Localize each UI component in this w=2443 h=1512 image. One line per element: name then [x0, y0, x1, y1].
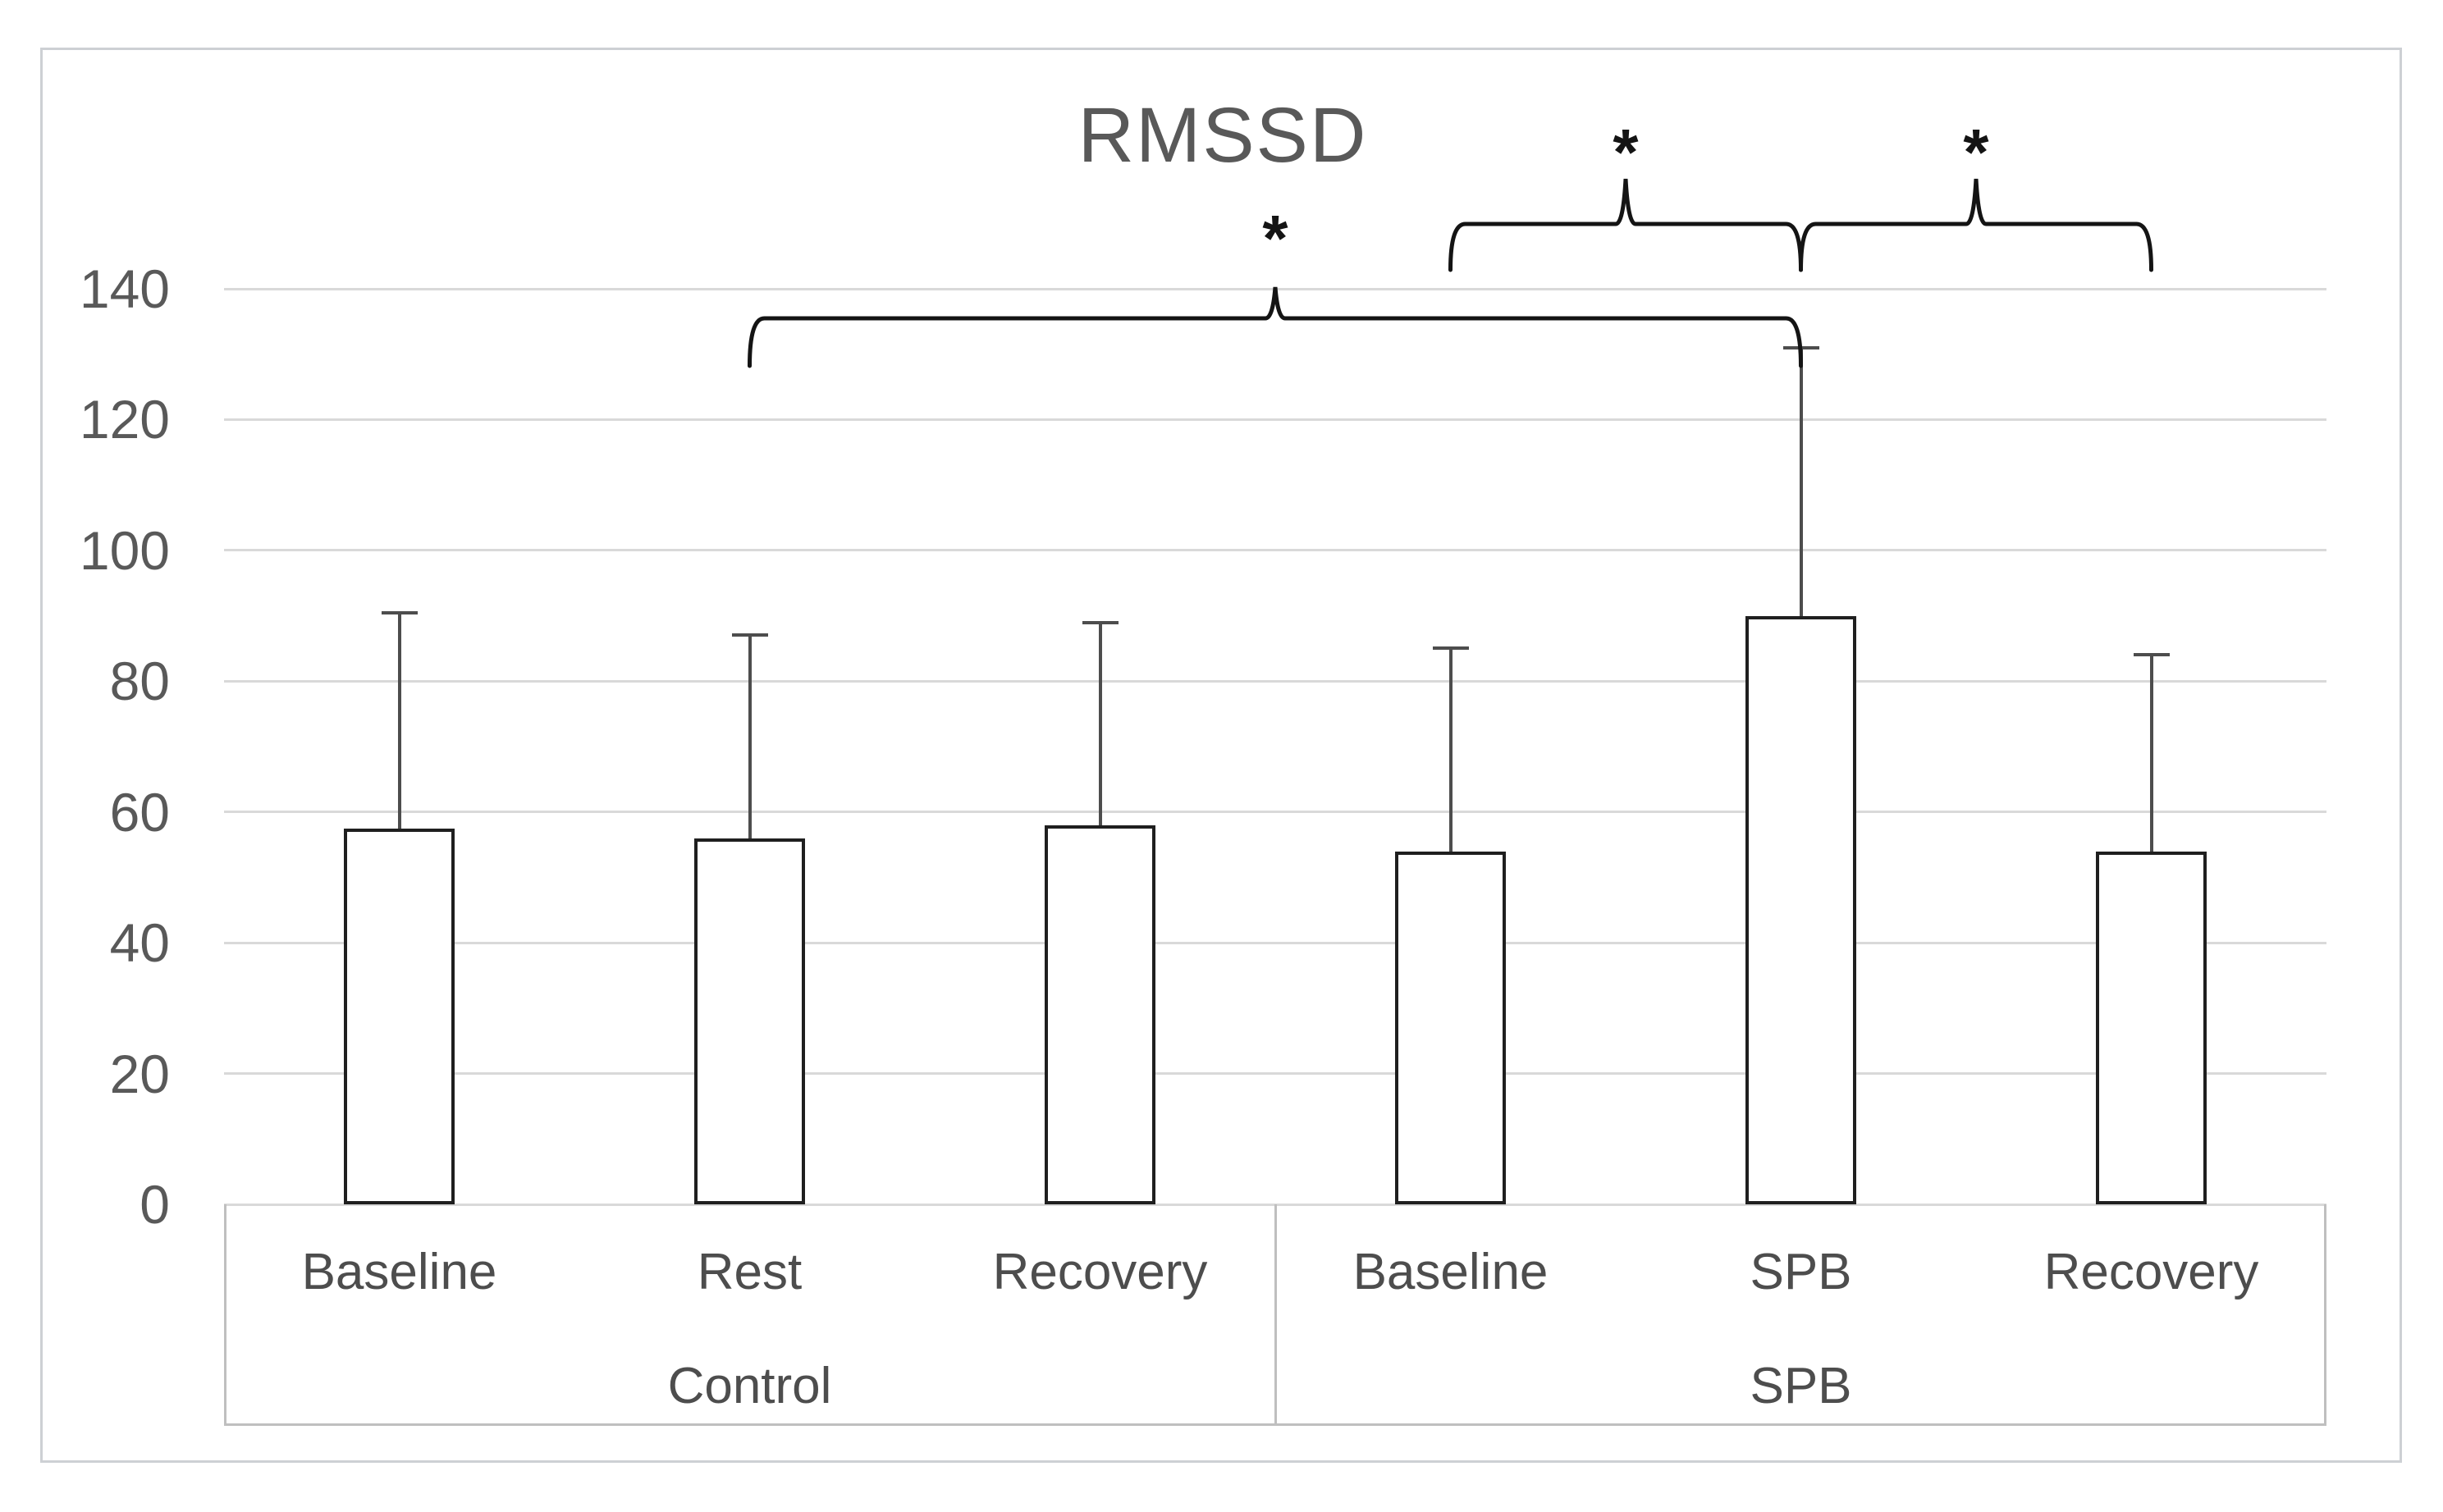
- group-label: SPB: [1750, 1358, 1852, 1414]
- y-tick-label: 120: [79, 389, 170, 450]
- error-whisker: [1448, 648, 1453, 852]
- category-label: Baseline: [1352, 1244, 1549, 1300]
- gridline: [224, 941, 2326, 944]
- gridline: [224, 549, 2326, 552]
- bar: [344, 828, 455, 1204]
- error-whisker-cap: [2133, 653, 2170, 657]
- bar: [2096, 851, 2207, 1204]
- error-whisker-cap: [1432, 646, 1469, 651]
- category-label: Baseline: [301, 1244, 497, 1300]
- gridline: [224, 287, 2326, 290]
- bar: [1745, 615, 1856, 1204]
- gridline: [224, 811, 2326, 814]
- y-tick-label: 0: [140, 1174, 170, 1235]
- error-whisker-cap: [731, 633, 768, 637]
- error-whisker-cap: [381, 610, 418, 614]
- y-tick-label: 60: [109, 781, 170, 843]
- y-tick-label: 80: [109, 651, 170, 712]
- significance-asterisk: *: [1963, 116, 1989, 189]
- bar: [694, 838, 805, 1204]
- error-whisker: [1098, 622, 1102, 825]
- error-whisker-cap: [1082, 620, 1119, 624]
- bar: [1395, 851, 1506, 1204]
- gridline: [224, 418, 2326, 421]
- gridline: [224, 679, 2326, 683]
- error-whisker: [1799, 347, 1803, 616]
- band-border-right: [2324, 1204, 2326, 1426]
- category-label: Recovery: [992, 1244, 1208, 1300]
- error-whisker: [397, 612, 401, 829]
- band-group-divider: [1274, 1204, 1277, 1426]
- significance-asterisk: *: [1613, 116, 1639, 189]
- band-border-bottom: [224, 1423, 2326, 1426]
- significance-asterisk: *: [1262, 202, 1288, 275]
- chart-title: RMSSD: [1077, 92, 1368, 179]
- figure-border: [40, 48, 2402, 1463]
- error-whisker-cap: [1782, 345, 1819, 349]
- bar: [1045, 825, 1155, 1204]
- error-whisker: [2149, 655, 2153, 852]
- y-tick-label: 40: [109, 912, 170, 974]
- band-border-left: [224, 1204, 226, 1426]
- error-whisker: [748, 635, 752, 838]
- group-label: Control: [667, 1358, 832, 1414]
- y-tick-label: 100: [79, 519, 170, 581]
- y-tick-label: 140: [79, 258, 170, 319]
- gridline: [224, 1072, 2326, 1076]
- y-tick-label: 20: [109, 1043, 170, 1104]
- category-label: Recovery: [2043, 1244, 2259, 1300]
- category-label: Rest: [697, 1244, 803, 1300]
- category-label: SPB: [1750, 1244, 1852, 1300]
